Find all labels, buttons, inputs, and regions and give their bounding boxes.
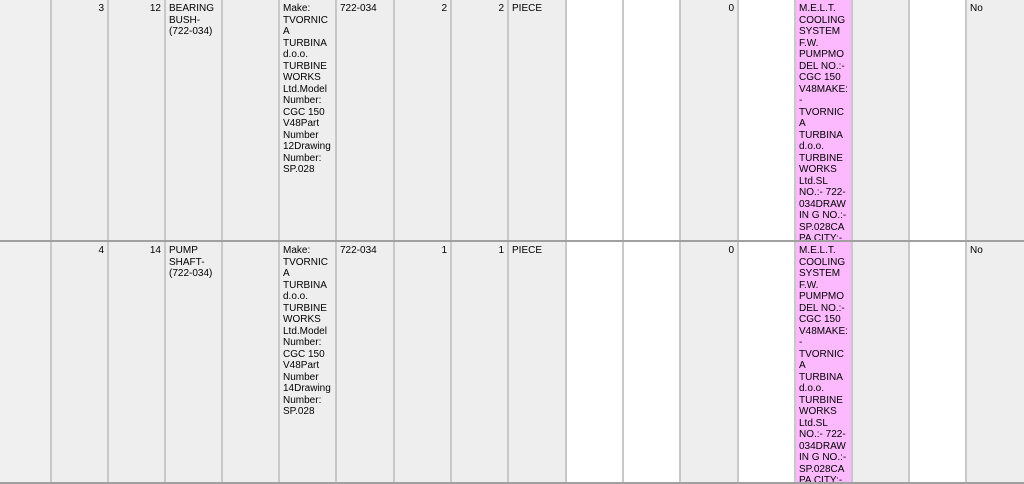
flag-cell[interactable]: No — [967, 242, 1024, 482]
value-cell[interactable]: 0 — [681, 0, 739, 240]
empty-cell[interactable] — [739, 0, 796, 240]
row-header-cell[interactable] — [0, 242, 52, 482]
description-cell[interactable]: PUMP SHAFT-(722-034) — [166, 242, 223, 482]
equipment-cell[interactable]: M.E.L.T. COOLING SYSTEM F.W. PUMPMODEL N… — [796, 0, 853, 240]
empty-cell[interactable] — [223, 0, 280, 240]
empty-cell[interactable] — [567, 242, 624, 482]
qty-cell-2[interactable]: 2 — [452, 0, 509, 240]
item-no-cell[interactable]: 14 — [109, 242, 166, 482]
empty-cell[interactable] — [853, 0, 910, 240]
part-no-cell[interactable]: 722-034 — [337, 242, 395, 482]
empty-cell[interactable] — [567, 0, 624, 240]
empty-cell[interactable] — [853, 242, 910, 482]
unit-cell[interactable]: PIECE — [509, 242, 567, 482]
details-cell[interactable]: Make: TVORNICA TURBINA d.o.o. TURBINE WO… — [280, 0, 337, 240]
empty-cell[interactable] — [739, 242, 796, 482]
table-row[interactable]: 3 12 BEARING BUSH-(722-034) Make: TVORNI… — [0, 0, 1024, 242]
sr-no-cell[interactable]: 4 — [52, 242, 109, 482]
unit-cell[interactable]: PIECE — [509, 0, 567, 240]
row-header-cell[interactable] — [0, 0, 52, 240]
value-cell[interactable]: 0 — [681, 242, 739, 482]
equipment-cell[interactable]: M.E.L.T. COOLING SYSTEM F.W. PUMPMODEL N… — [796, 242, 853, 482]
empty-cell[interactable] — [624, 0, 681, 240]
empty-cell[interactable] — [910, 242, 967, 482]
description-cell[interactable]: BEARING BUSH-(722-034) — [166, 0, 223, 240]
empty-cell[interactable] — [223, 242, 280, 482]
qty-cell[interactable]: 1 — [395, 242, 452, 482]
empty-cell[interactable] — [910, 0, 967, 240]
flag-cell[interactable]: No — [967, 0, 1024, 240]
empty-cell[interactable] — [624, 242, 681, 482]
qty-cell-2[interactable]: 1 — [452, 242, 509, 482]
part-no-cell[interactable]: 722-034 — [337, 0, 395, 240]
qty-cell[interactable]: 2 — [395, 0, 452, 240]
item-no-cell[interactable]: 12 — [109, 0, 166, 240]
sr-no-cell[interactable]: 3 — [52, 0, 109, 240]
table-row[interactable]: 4 14 PUMP SHAFT-(722-034) Make: TVORNICA… — [0, 242, 1024, 484]
details-cell[interactable]: Make: TVORNICA TURBINA d.o.o. TURBINE WO… — [280, 242, 337, 482]
